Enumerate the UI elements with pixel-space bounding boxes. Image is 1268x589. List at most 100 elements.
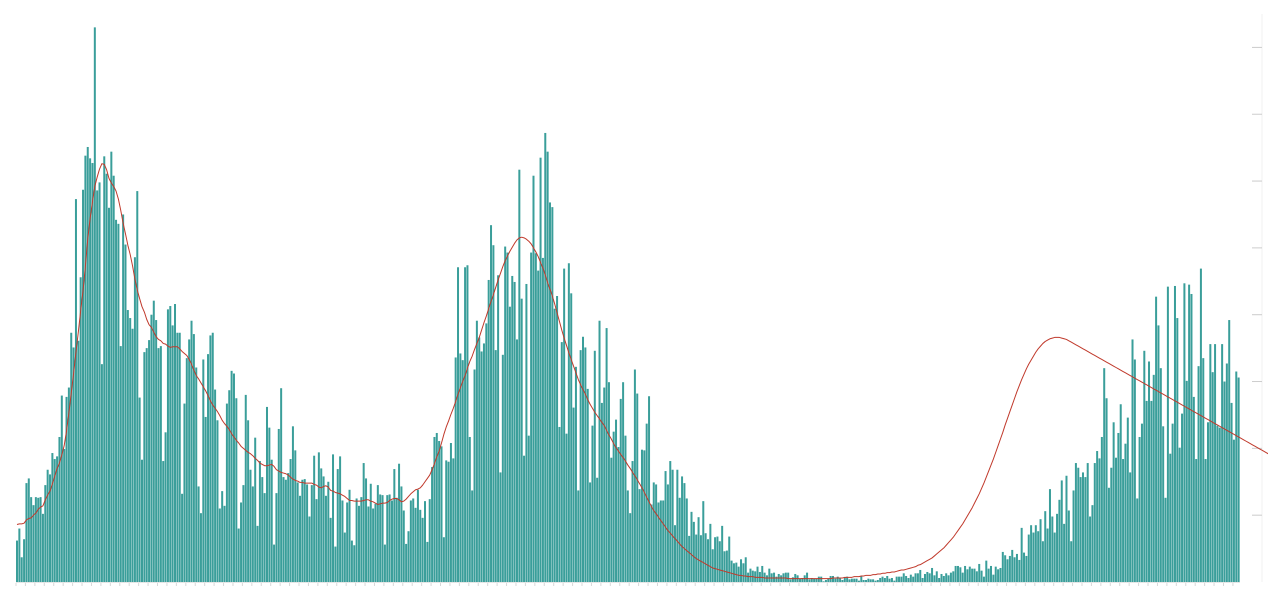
bar [1018,559,1021,582]
bar [791,577,794,582]
bar [926,571,929,582]
bar [440,446,443,582]
bar [1183,283,1186,582]
bar [676,469,679,582]
bar [638,489,641,582]
bar [655,484,658,582]
bar [32,505,35,582]
bar [265,406,268,582]
bar [27,478,30,582]
bar [520,298,523,582]
bar [511,275,514,582]
bar [140,459,143,582]
bar [251,486,254,582]
bar [681,476,684,582]
bar [1152,374,1155,582]
bar [339,456,342,582]
bar [1166,286,1169,582]
bar [133,257,136,582]
bar [530,252,533,582]
bar [1013,557,1016,582]
bar [287,473,290,582]
bar [735,562,738,582]
bar [881,576,884,582]
bar [84,155,87,583]
bar [152,300,155,582]
bar [784,572,787,582]
bar [827,578,830,582]
bar [643,450,646,582]
bar [100,364,103,582]
bar [438,441,441,582]
bar [1027,534,1030,582]
bar [65,396,68,582]
bar [690,511,693,582]
bar [806,572,809,582]
bar [949,572,952,582]
bar [862,580,865,582]
bar [225,403,228,582]
bar [631,461,634,582]
bar [1228,320,1231,582]
bar [20,557,23,582]
bar [768,568,771,582]
bar [332,454,335,582]
bar [1140,423,1143,582]
bar [867,578,870,582]
bar [313,455,316,582]
bar [70,332,73,582]
bar [921,577,924,582]
bar [421,517,424,582]
bar [971,568,974,582]
bar [935,571,938,582]
bar [622,382,625,582]
bar [320,468,323,582]
bar [211,332,214,582]
bar [956,565,959,582]
bar [74,199,77,582]
bar [671,469,674,582]
bar [1023,552,1026,582]
bar [577,490,580,582]
bar [103,156,106,582]
bar [692,521,695,582]
bar [1077,467,1080,582]
bar [761,565,764,582]
bar [461,360,464,582]
bar [964,565,967,582]
bar [381,495,384,582]
bar [388,494,391,582]
bar [303,479,306,582]
bar [355,498,358,582]
bar [367,506,370,582]
bar [513,281,516,582]
bar [273,544,276,582]
bar [994,566,997,582]
bar [846,576,849,582]
bar [1185,380,1188,582]
bar [544,132,547,582]
bar [166,309,169,582]
bar [1202,358,1205,582]
bar [1223,381,1226,582]
bar [815,578,818,582]
bar [275,493,278,582]
bar [515,339,518,582]
bar [968,566,971,582]
bar [1011,549,1014,582]
bar [952,571,955,582]
bar [98,182,101,582]
bar [1176,318,1179,582]
bar [1044,511,1047,582]
bar [640,449,643,582]
bar [683,483,686,582]
bar [648,396,651,582]
bar [230,370,233,582]
bar [395,497,398,582]
bar [416,489,419,582]
bar [615,419,618,582]
bar [1190,293,1193,582]
bar [850,578,853,582]
bar [1225,363,1228,582]
bar [820,576,823,582]
